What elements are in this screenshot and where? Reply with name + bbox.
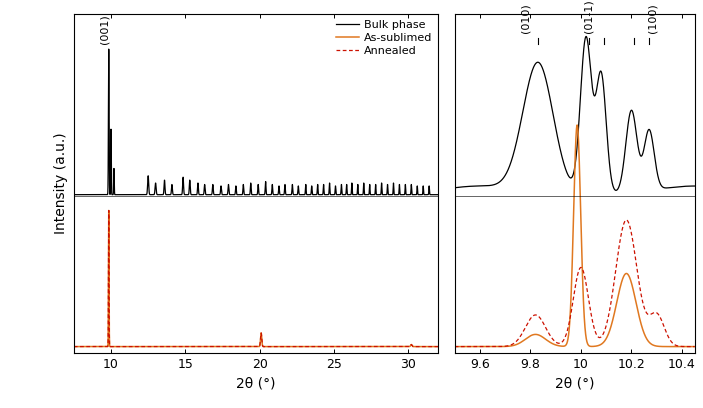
As-sublimed [84, 344, 93, 349]
As-sublimed [415, 344, 423, 349]
Bulk phase [71, 192, 79, 197]
Bulk phase [141, 192, 150, 197]
Annealed [105, 208, 113, 213]
Annealed [247, 344, 256, 349]
Bulk phase [105, 47, 113, 51]
As-sublimed [247, 344, 256, 349]
Annealed [91, 344, 100, 349]
Annealed [71, 344, 79, 349]
Line: Annealed: Annealed [74, 211, 438, 346]
Bulk phase [70, 192, 78, 197]
Bulk phase [84, 192, 93, 197]
Bulk phase [415, 192, 423, 197]
Line: As-sublimed: As-sublimed [74, 211, 438, 346]
Annealed [434, 344, 442, 349]
Line: Bulk phase: Bulk phase [74, 49, 438, 195]
Text: (100): (100) [648, 4, 658, 33]
Annealed [415, 344, 423, 349]
As-sublimed [91, 344, 100, 349]
As-sublimed [105, 208, 113, 213]
Bulk phase [91, 192, 100, 197]
As-sublimed [434, 344, 442, 349]
Text: (010): (010) [520, 4, 530, 33]
Bulk phase [247, 192, 256, 197]
As-sublimed [141, 344, 150, 349]
Text: (01-1): (01-1) [583, 0, 593, 33]
Annealed [70, 344, 78, 349]
As-sublimed [71, 344, 79, 349]
As-sublimed [70, 344, 78, 349]
X-axis label: 2θ (°): 2θ (°) [236, 376, 276, 390]
Annealed [84, 344, 93, 349]
Y-axis label: Intensity (a.u.): Intensity (a.u.) [54, 133, 68, 235]
Text: (001): (001) [99, 15, 109, 44]
X-axis label: 2θ (°): 2θ (°) [555, 376, 594, 390]
Legend: Bulk phase, As-sublimed, Annealed: Bulk phase, As-sublimed, Annealed [336, 20, 432, 56]
Annealed [141, 344, 150, 349]
Bulk phase [434, 192, 442, 197]
